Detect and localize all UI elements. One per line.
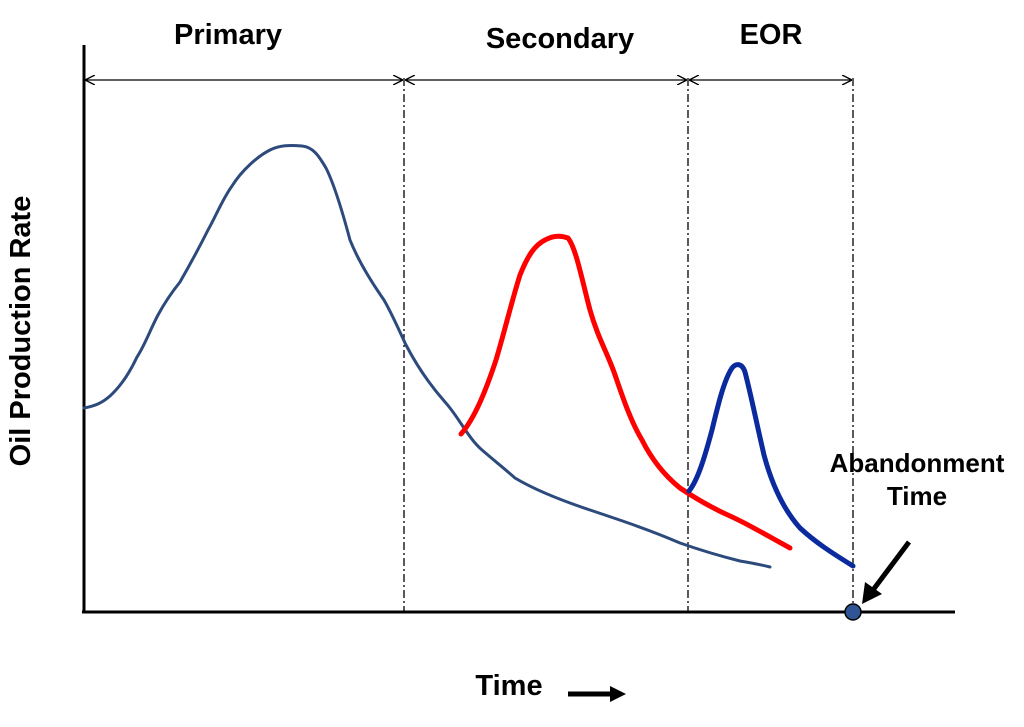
abandonment-time-marker <box>844 603 862 621</box>
x-axis-label: Time <box>475 670 542 702</box>
abandonment-pointer-arrow <box>871 540 911 592</box>
abandonment-label-line2: Time <box>887 481 947 511</box>
abandonment-pointer-arrowhead <box>862 582 882 604</box>
abandonment-label-line1: Abandonment <box>830 448 1005 478</box>
phase-label-secondary: Secondary <box>486 23 634 55</box>
eor-recovery-curve <box>686 362 856 569</box>
primary-production-curve <box>82 144 772 569</box>
time-direction-arrowhead <box>610 686 626 702</box>
phase-label-eor: EOR <box>740 19 803 51</box>
phase-label-primary: Primary <box>174 19 282 51</box>
y-axis-label: Oil Production Rate <box>5 196 37 467</box>
secondary-recovery-curve <box>458 233 793 551</box>
